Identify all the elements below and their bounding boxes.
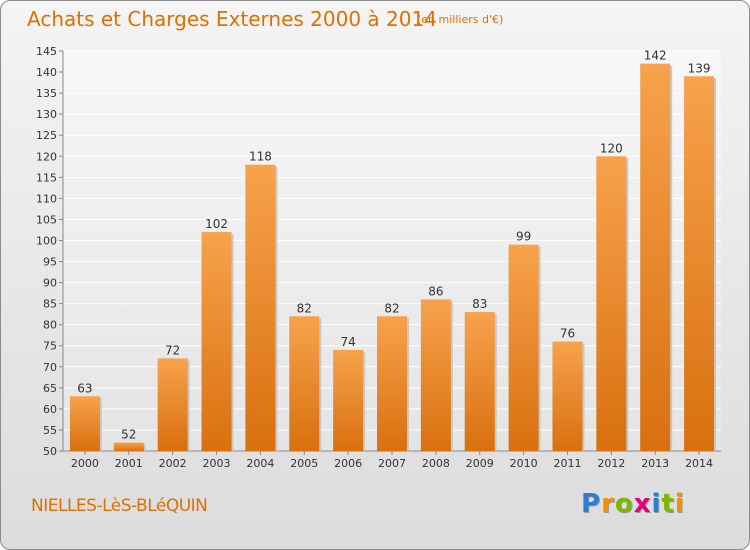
bar-2005	[289, 316, 320, 451]
data-label: 63	[77, 381, 92, 395]
y-tick-label: 75	[43, 340, 57, 353]
y-tick-label: 125	[36, 129, 57, 142]
data-label: 82	[384, 301, 399, 315]
bar-2003	[201, 232, 232, 451]
logo-letter: r	[601, 489, 615, 519]
bar-2004	[245, 164, 276, 451]
y-tick-label: 120	[36, 150, 57, 163]
logo-letter: P	[581, 489, 602, 519]
data-label: 139	[688, 61, 711, 75]
data-label: 83	[472, 297, 487, 311]
y-tick-label: 110	[36, 192, 57, 205]
x-tick-label: 2004	[246, 457, 274, 470]
logo-letter: o	[614, 489, 634, 519]
x-tick-label: 2006	[334, 457, 362, 470]
bar-2009	[464, 312, 495, 451]
data-label: 74	[340, 335, 355, 349]
x-tick-label: 2014	[685, 457, 713, 470]
y-tick-label: 50	[43, 445, 57, 458]
data-label: 99	[516, 230, 531, 244]
bar-2000	[69, 396, 100, 451]
data-label: 142	[644, 49, 667, 63]
data-label: 76	[560, 327, 575, 341]
data-label: 72	[165, 343, 180, 357]
bar-2011	[552, 341, 583, 451]
x-tick-label: 2001	[115, 457, 143, 470]
x-tick-label: 2000	[71, 457, 99, 470]
bar-2008	[420, 299, 451, 451]
logo-letter: x	[633, 489, 652, 519]
y-tick-label: 100	[36, 234, 57, 247]
x-tick-label: 2009	[466, 457, 494, 470]
x-tick-label: 2010	[510, 457, 538, 470]
y-tick-label: 135	[36, 87, 57, 100]
y-tick-label: 90	[43, 277, 57, 290]
x-tick-label: 2013	[641, 457, 669, 470]
x-tick-label: 2002	[159, 457, 187, 470]
data-label: 52	[121, 428, 136, 442]
data-label: 118	[249, 150, 272, 164]
y-tick-label: 65	[43, 382, 57, 395]
x-tick-label: 2003	[203, 457, 231, 470]
bar-2006	[333, 349, 364, 451]
bar-2010	[508, 244, 539, 451]
logo-letter: i	[651, 489, 662, 519]
data-label: 120	[600, 141, 623, 155]
y-tick-label: 70	[43, 361, 57, 374]
x-tick-label: 2007	[378, 457, 406, 470]
town-name: NIELLES-LèS-BLéQUIN	[31, 496, 208, 516]
logo-letter: i	[674, 489, 685, 519]
y-tick-label: 140	[36, 66, 57, 79]
bar-2014	[684, 76, 715, 452]
y-tick-label: 115	[36, 171, 57, 184]
y-tick-label: 130	[36, 108, 57, 121]
y-tick-label: 95	[43, 256, 57, 269]
y-tick-label: 80	[43, 319, 57, 332]
data-label: 102	[205, 217, 228, 231]
data-label: 82	[297, 301, 312, 315]
logo-letter: t	[661, 489, 675, 519]
bar-2007	[377, 316, 407, 451]
bar-2012	[596, 156, 627, 451]
chart-title: Achats et Charges Externes 2000 à 2014	[27, 7, 437, 31]
x-tick-label: 2012	[597, 457, 625, 470]
proxiti-logo[interactable]: Proxiti	[581, 489, 685, 519]
bars-layer	[69, 63, 717, 452]
x-tick-label: 2008	[422, 457, 450, 470]
bar-2001	[113, 442, 144, 451]
data-label: 86	[428, 284, 443, 298]
labels-layer: 50 55 60 65 70 75 80 85 90 95 100 105 110 115 120 125 13…	[36, 45, 713, 470]
y-tick-label: 145	[36, 45, 57, 58]
bar-2013	[640, 63, 671, 451]
y-tick-label: 55	[43, 424, 57, 437]
x-tick-label: 2005	[290, 457, 318, 470]
chart-subtitle: (en milliers d'€)	[417, 13, 504, 26]
x-tick-label: 2011	[553, 457, 581, 470]
y-tick-label: 105	[36, 213, 57, 226]
y-tick-label: 60	[43, 403, 57, 416]
bar-2002	[157, 358, 188, 451]
y-tick-label: 85	[43, 298, 57, 311]
